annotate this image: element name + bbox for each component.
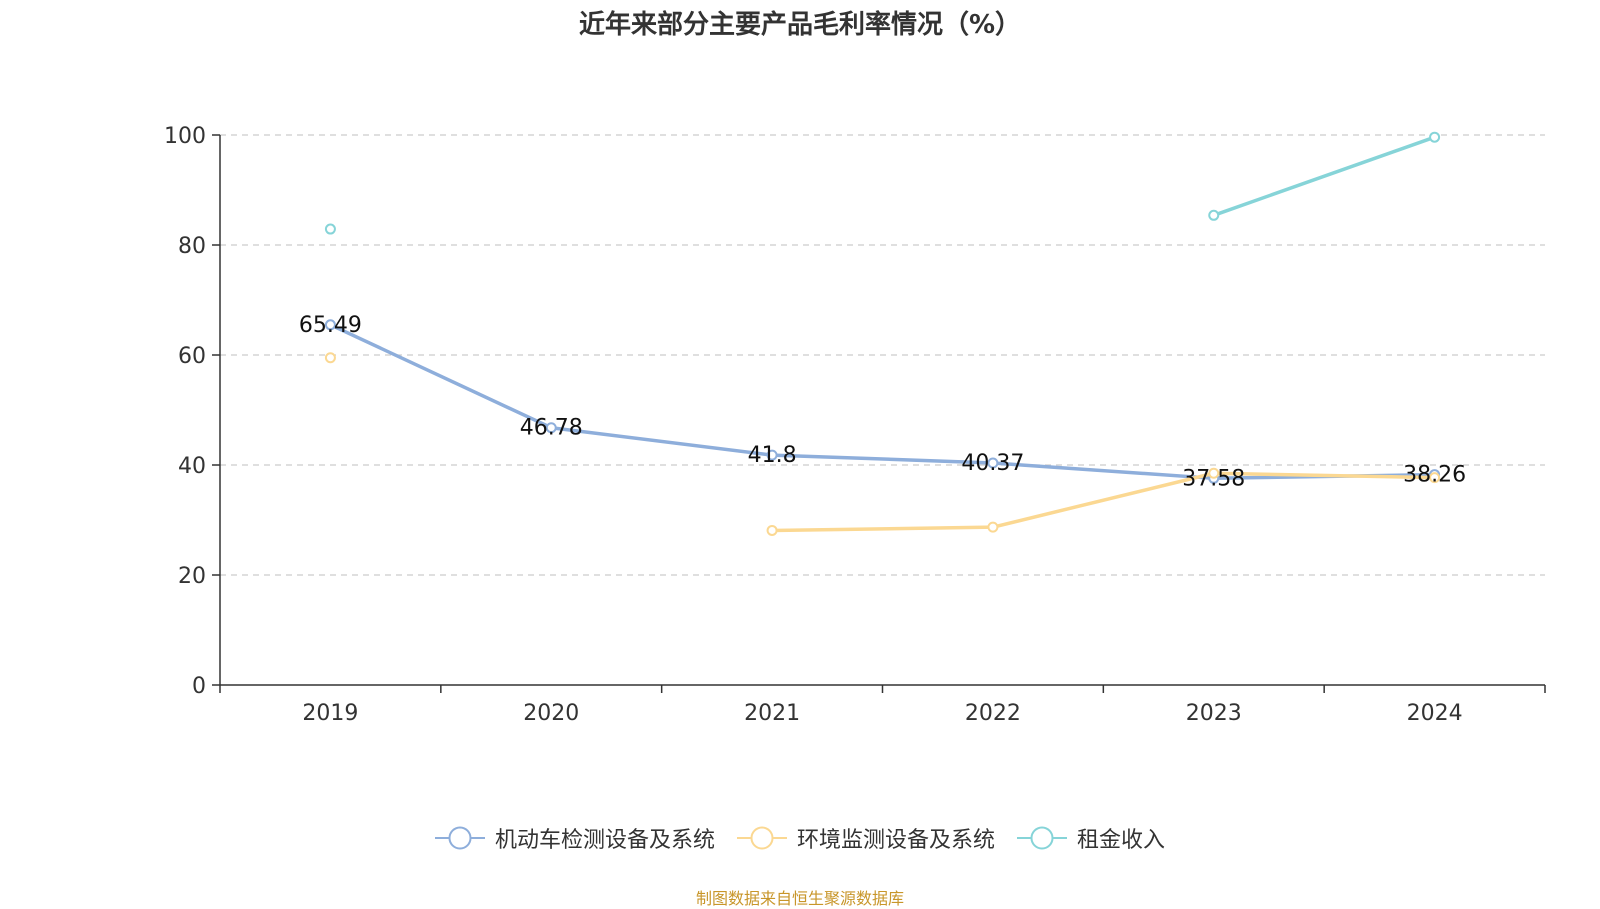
- source-note: 制图数据来自恒生聚源数据库: [695, 889, 904, 908]
- data-label: 41.8: [748, 443, 797, 468]
- legend-item[interactable]: 租金收入: [1017, 822, 1165, 854]
- y-tick-label: 40: [178, 454, 206, 479]
- x-tick-label: 2019: [302, 701, 358, 726]
- data-label: 65.49: [299, 313, 362, 338]
- series-line: [328, 323, 1437, 481]
- y-tick-label: 60: [178, 344, 206, 369]
- data-point: [1208, 467, 1220, 479]
- x-tick-label: 2022: [965, 701, 1021, 726]
- data-point: [766, 449, 778, 461]
- series-line: [1212, 135, 1437, 218]
- data-point: [1208, 209, 1220, 221]
- y-tick-label: 0: [192, 674, 206, 699]
- legend-label: 租金收入: [1077, 828, 1166, 853]
- legend-label: 机动车检测设备及系统: [494, 828, 715, 853]
- data-point: [1429, 131, 1441, 143]
- legend-line-circle-icon: [434, 826, 485, 850]
- x-tick-label: 2023: [1186, 701, 1242, 726]
- y-tick-label: 80: [178, 234, 206, 259]
- data-point: [987, 457, 999, 469]
- line-chart: 0 20 40 60 80 100 2019 2020 2021 2022 2023 2024 65.…: [164, 124, 1546, 726]
- data-point: [324, 352, 336, 364]
- chart-title: 近年来部分主要产品毛利率情况（%）: [578, 10, 1022, 40]
- x-tick-label: 2020: [523, 701, 579, 726]
- y-tick-label: 100: [164, 124, 206, 149]
- legend-label: 环境监测设备及系统: [796, 828, 995, 853]
- legend-line-circle-icon: [736, 826, 787, 850]
- series-line: [770, 471, 1437, 533]
- data-label: 38.26: [1403, 463, 1466, 488]
- data-point: [324, 319, 336, 331]
- legend-line-circle-icon: [1017, 826, 1067, 850]
- legend-item[interactable]: 环境监测设备及系统: [736, 822, 995, 854]
- data-label: 46.78: [520, 416, 583, 441]
- data-point: [545, 422, 557, 434]
- data-point: [1429, 472, 1441, 484]
- data-point: [766, 524, 778, 536]
- data-label: 40.37: [961, 451, 1024, 476]
- data-point: [987, 521, 999, 533]
- x-tick-label: 2021: [744, 701, 800, 726]
- chart-legend: 机动车检测设备及系统 环境监测设备及系统 租金收入: [0, 822, 1600, 854]
- x-tick-label: 2024: [1407, 701, 1463, 726]
- legend-item[interactable]: 机动车检测设备及系统: [434, 822, 715, 854]
- data-label: 37.58: [1182, 466, 1245, 491]
- y-tick-label: 20: [178, 564, 206, 589]
- data-point: [324, 223, 336, 235]
